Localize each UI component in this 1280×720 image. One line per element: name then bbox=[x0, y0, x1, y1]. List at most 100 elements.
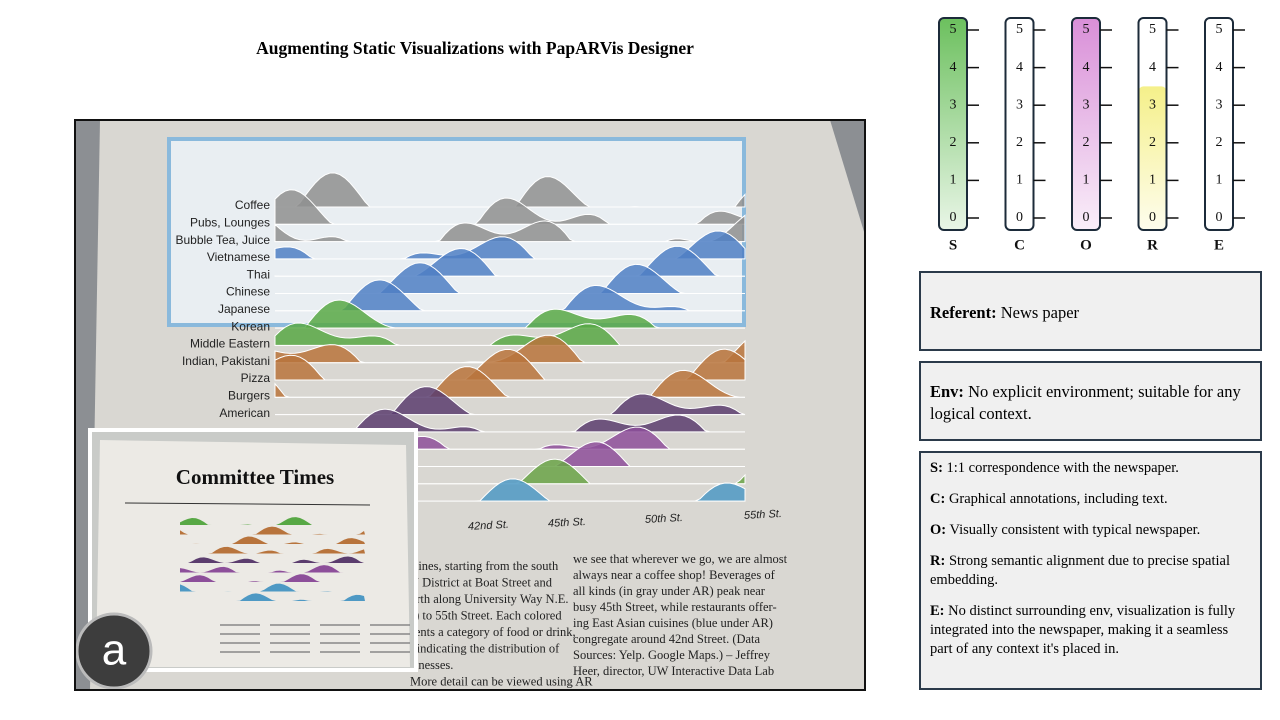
tick-label: 5 bbox=[1216, 22, 1223, 37]
article-line: Sources: Yelp. Google Maps.) – Jeffrey bbox=[573, 648, 771, 662]
note: R: Strong semantic alignment due to prec… bbox=[930, 552, 1251, 590]
inset-ridge bbox=[180, 556, 365, 563]
street-label: 45th St. bbox=[548, 516, 586, 530]
street-label: 42nd St. bbox=[468, 519, 510, 533]
article-line: we see that wherever we go, we are almos… bbox=[573, 552, 788, 566]
score-bar-outline bbox=[1004, 17, 1035, 231]
tick-label: 1 bbox=[1216, 173, 1223, 188]
note-text: Graphical annotations, including text. bbox=[948, 491, 1168, 507]
ridge-label: Japanese bbox=[218, 302, 270, 316]
tick-label: 0 bbox=[1149, 210, 1156, 225]
article-line: sents a category of food or drink, bbox=[410, 625, 576, 639]
inset-paper bbox=[96, 440, 410, 667]
badge-label: a bbox=[102, 626, 127, 675]
street-label: 50th St. bbox=[645, 512, 683, 526]
score-letter: R bbox=[1147, 237, 1158, 253]
tick-label: 3 bbox=[1016, 97, 1023, 112]
article-line: ") to 55th Street. Each colored bbox=[410, 608, 562, 622]
ridge-label: Vietnamese bbox=[207, 250, 270, 264]
score-letter: S bbox=[949, 237, 957, 253]
inset-ridge bbox=[180, 593, 365, 601]
rule bbox=[124, 502, 371, 506]
score-bar-outline bbox=[1204, 17, 1234, 231]
ridge-label: Chinese bbox=[226, 285, 270, 299]
article-line: More detail can be viewed using AR bbox=[410, 674, 593, 688]
score-bars: 0 1 2 3 4 5 S 0 1 2 3 4 5 C 0 1 2 3 4 5 O 0 1 2 3 4 5 R 0 1 2 3 4 5 E bbox=[938, 17, 1245, 253]
tick-label: 1 bbox=[1149, 173, 1156, 188]
tick-label: 4 bbox=[1216, 60, 1223, 75]
score-bar-frame bbox=[1205, 18, 1233, 230]
note-label: S: bbox=[930, 460, 943, 476]
inset-ridge bbox=[180, 565, 365, 573]
env-panel: Env: No explicit environment; suitable f… bbox=[919, 361, 1262, 441]
article-line: all kinds (in gray under AR) peak near bbox=[573, 584, 766, 598]
tick-label: 0 bbox=[950, 210, 957, 225]
ridge-label: Pizza bbox=[241, 371, 271, 385]
inset-ridge bbox=[180, 583, 365, 592]
title: Augmenting Static Visualizations with Pa… bbox=[256, 38, 694, 58]
article-line: sinesses. bbox=[410, 658, 453, 672]
note-text: Strong semantic alignment due to precise… bbox=[930, 553, 1231, 588]
tick-label: 3 bbox=[1083, 97, 1090, 112]
tick-label: 3 bbox=[1149, 97, 1156, 112]
tick-label: 0 bbox=[1083, 210, 1090, 225]
score-fill bbox=[1072, 18, 1100, 230]
inset-ridge bbox=[180, 517, 365, 525]
score-bar-outline bbox=[938, 17, 968, 231]
tick-label: 4 bbox=[1016, 60, 1023, 75]
note-label: E: bbox=[930, 603, 945, 619]
score-bar-outline bbox=[1071, 17, 1101, 231]
inset-ridge bbox=[180, 546, 365, 554]
ridge-label: Middle Eastern bbox=[190, 337, 270, 351]
ridge-label: Indian, Pakistani bbox=[182, 354, 270, 368]
tick-label: 2 bbox=[1216, 135, 1223, 150]
score-letter: E bbox=[1214, 237, 1224, 253]
note-label: C: bbox=[930, 491, 946, 507]
inset-ridge bbox=[180, 574, 365, 582]
inset-ridge bbox=[180, 536, 365, 544]
tick-label: 5 bbox=[1083, 22, 1090, 37]
masthead: Committee Times bbox=[176, 465, 334, 489]
article-line: busy 45th Street, while restaurants offe… bbox=[573, 600, 777, 614]
tick-label: 0 bbox=[1016, 210, 1023, 225]
article-line: ing East Asian cuisines (blue under AR) bbox=[573, 616, 773, 630]
referent-text: News paper bbox=[1000, 303, 1080, 322]
ridge-label: Thai bbox=[247, 267, 270, 281]
note-label: O: bbox=[930, 522, 947, 538]
tick-label: 2 bbox=[1083, 135, 1090, 150]
score-fill bbox=[1138, 86, 1167, 231]
article-line: U District at Boat Street and bbox=[410, 575, 553, 589]
note: S: 1:1 correspondence with the newspaper… bbox=[930, 459, 1251, 478]
inset-ridge bbox=[180, 526, 365, 535]
photo: Coffee Pubs, Lounges Bubble Tea, Juice Viet… bbox=[74, 119, 866, 691]
tick-label: 4 bbox=[1083, 60, 1090, 75]
article-line: isines, starting from the south bbox=[410, 559, 559, 573]
tick-label: 3 bbox=[1216, 97, 1223, 112]
tick-label: 5 bbox=[1016, 22, 1023, 37]
tick-label: 5 bbox=[1149, 22, 1156, 37]
tick-label: 4 bbox=[1149, 60, 1156, 75]
score-fill bbox=[939, 18, 967, 230]
env-label: Env: bbox=[930, 382, 964, 401]
tick-label: 2 bbox=[1016, 135, 1023, 150]
ridge-label: Coffee bbox=[235, 198, 270, 212]
referent-panel: Referent: News paper bbox=[919, 271, 1262, 351]
article-line: orth along University Way N.E. bbox=[410, 592, 568, 606]
notes-panel: S: 1:1 correspondence with the newspaper… bbox=[919, 451, 1262, 690]
tick-label: 2 bbox=[950, 135, 957, 150]
article-line: always near a coffee shop! Beverages of bbox=[573, 568, 776, 582]
article-line: congregate around 42nd Street. (Data bbox=[573, 632, 761, 646]
score-bar-outline bbox=[1137, 17, 1168, 231]
tick-label: 1 bbox=[1016, 173, 1023, 188]
article-line: t indicating the distribution of bbox=[410, 641, 560, 655]
note-label: R: bbox=[930, 553, 946, 569]
tick-label: 0 bbox=[1216, 210, 1223, 225]
street-label: 55th St. bbox=[744, 508, 782, 522]
badge bbox=[75, 612, 153, 690]
note-text: 1:1 correspondence with the newspaper. bbox=[946, 460, 1179, 476]
article-line: Heer, director, UW Interactive Data Lab bbox=[573, 664, 774, 678]
note: C: Graphical annotations, including text… bbox=[930, 490, 1251, 509]
tick-label: 4 bbox=[950, 60, 957, 75]
env-text: No explicit environment; suitable for an… bbox=[930, 382, 1241, 423]
